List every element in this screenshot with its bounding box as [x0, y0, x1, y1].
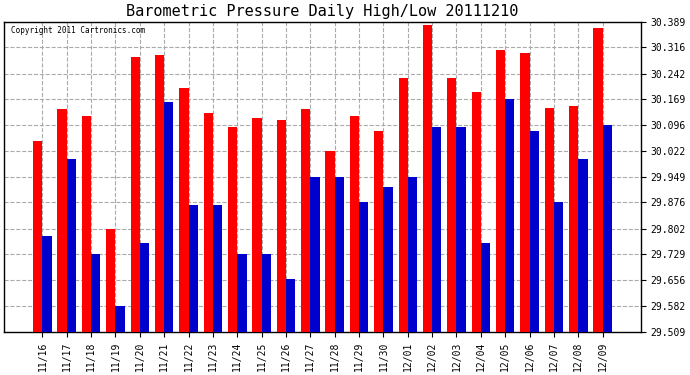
Bar [384, 187, 393, 332]
Bar [179, 88, 188, 332]
Bar [505, 99, 515, 332]
Bar [188, 204, 198, 332]
Bar [82, 117, 91, 332]
Bar [301, 110, 310, 332]
Bar [286, 279, 295, 332]
Bar [164, 102, 173, 332]
Bar [602, 125, 612, 332]
Bar [520, 53, 530, 332]
Bar [530, 130, 539, 332]
Bar [204, 113, 213, 332]
Bar [335, 177, 344, 332]
Bar [578, 159, 588, 332]
Bar [569, 106, 578, 332]
Bar [457, 127, 466, 332]
Bar [130, 57, 140, 332]
Bar [42, 236, 52, 332]
Bar [106, 228, 115, 332]
Bar [481, 243, 490, 332]
Bar [496, 50, 505, 332]
Bar [544, 108, 554, 332]
Bar [554, 202, 563, 332]
Bar [228, 127, 237, 332]
Bar [447, 78, 457, 332]
Bar [237, 254, 246, 332]
Bar [350, 117, 359, 332]
Bar [423, 25, 432, 332]
Bar [359, 202, 368, 332]
Bar [277, 120, 286, 332]
Bar [310, 177, 319, 332]
Bar [471, 92, 481, 332]
Bar [213, 204, 222, 332]
Bar [67, 159, 76, 332]
Bar [432, 127, 442, 332]
Bar [262, 254, 271, 332]
Bar [408, 177, 417, 332]
Text: Copyright 2011 Cartronics.com: Copyright 2011 Cartronics.com [10, 26, 145, 35]
Bar [140, 243, 149, 332]
Bar [115, 306, 125, 332]
Bar [399, 78, 408, 332]
Bar [57, 110, 67, 332]
Bar [593, 28, 602, 332]
Bar [253, 118, 262, 332]
Bar [91, 254, 100, 332]
Bar [155, 55, 164, 332]
Bar [326, 151, 335, 332]
Bar [374, 130, 384, 332]
Bar [33, 141, 42, 332]
Title: Barometric Pressure Daily High/Low 20111210: Barometric Pressure Daily High/Low 20111… [126, 4, 519, 19]
